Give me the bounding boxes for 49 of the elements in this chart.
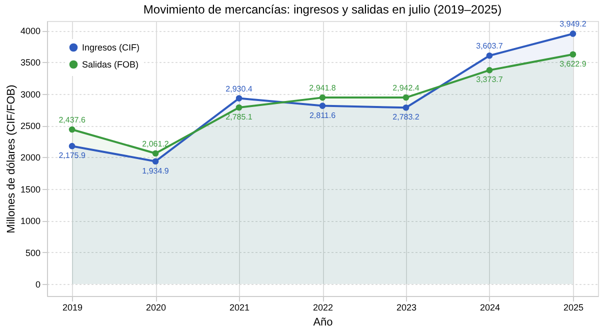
point <box>152 150 159 157</box>
y-tick-label: 3500 <box>20 58 40 68</box>
data-label: 1,934.9 <box>142 166 170 176</box>
point <box>486 67 493 74</box>
y-axis-title: Millones de dólares (CIF/FOB) <box>5 84 18 234</box>
data-label: 2,942.4 <box>392 84 420 93</box>
data-label: 2,785.1 <box>226 112 253 122</box>
y-tick-label: 2500 <box>20 121 40 132</box>
data-label: 2,175.9 <box>58 151 86 160</box>
x-axis-title: Año <box>313 316 333 328</box>
point <box>486 52 493 59</box>
point <box>570 30 576 37</box>
point <box>152 158 159 165</box>
point <box>68 126 76 133</box>
x-tick-label: 2021 <box>230 302 250 312</box>
x-tick-label: 2023 <box>396 302 416 312</box>
legend-label: Ingresos (CIF) <box>82 42 140 52</box>
x-tick-label: 2025 <box>563 302 584 312</box>
point <box>319 102 326 109</box>
x-tick-label: 2020 <box>146 302 166 312</box>
y-tick-label: 0 <box>35 279 40 290</box>
data-label: 3,373.7 <box>476 75 504 84</box>
legend-label: Salidas (FOB) <box>82 60 139 70</box>
y-tick-label: 2000 <box>20 152 40 163</box>
data-label: 2,811.6 <box>309 110 336 120</box>
point <box>236 95 242 102</box>
x-tick-label: 2019 <box>62 302 83 312</box>
y-tick-label: 1500 <box>20 184 40 194</box>
data-label: 2,930.4 <box>226 84 253 94</box>
y-tick-label: 4000 <box>20 26 40 36</box>
y-tick-label: 3000 <box>20 89 40 100</box>
data-label: 2,941.8 <box>309 84 336 93</box>
data-label: 2,783.2 <box>392 112 420 122</box>
data-label: 2,061.2 <box>142 139 170 148</box>
point <box>236 104 242 111</box>
data-label: 2,437.6 <box>58 116 86 125</box>
data-label: 3,622.9 <box>560 59 587 68</box>
y-tick-label: 1000 <box>20 216 40 226</box>
point <box>570 51 576 58</box>
chart-title: Movimiento de mercancías: ingresos y salidas en julio (2019–2025) <box>143 2 502 17</box>
data-label: 3,949.2 <box>560 20 587 29</box>
x-tick-label: 2024 <box>480 302 500 312</box>
point <box>319 94 326 101</box>
data-label: 3,603.7 <box>476 42 504 51</box>
point <box>402 94 410 101</box>
x-tick-label: 2022 <box>312 302 334 312</box>
point <box>402 104 410 111</box>
point <box>68 142 76 150</box>
y-tick-label: 500 <box>25 248 40 258</box>
